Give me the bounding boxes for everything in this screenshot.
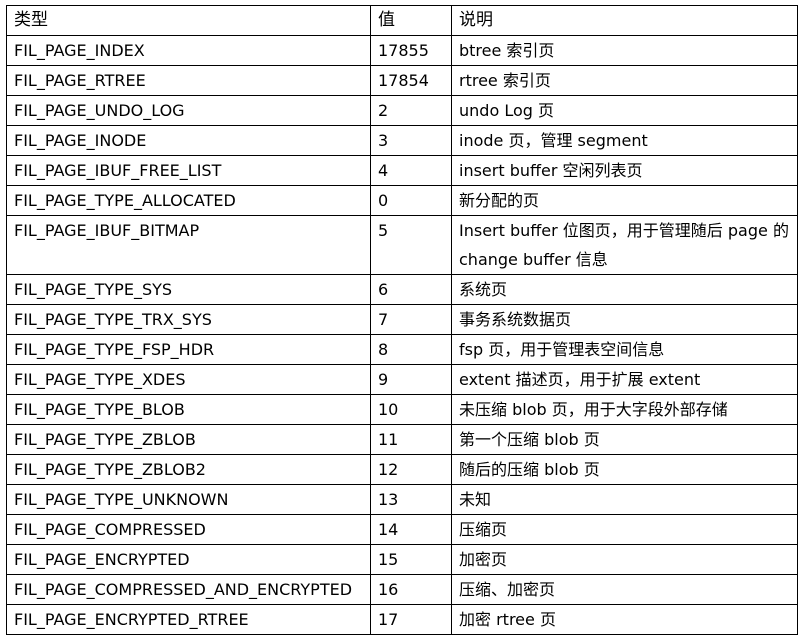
cell-type: FIL_PAGE_IBUF_BITMAP xyxy=(6,215,371,275)
cell-value: 6 xyxy=(370,274,452,305)
cell-type: FIL_PAGE_ENCRYPTED xyxy=(6,544,371,575)
table-header-row: 类型 值 说明 xyxy=(6,5,798,36)
table-row: FIL_PAGE_RTREE 17854 rtree 索引页 xyxy=(6,65,798,96)
cell-description: 事务系统数据页 xyxy=(451,304,798,335)
header-type: 类型 xyxy=(6,5,371,36)
cell-description: 随后的压缩 blob 页 xyxy=(451,454,798,485)
table-row: FIL_PAGE_INDEX 17855 btree 索引页 xyxy=(6,35,798,66)
cell-description: inode 页，管理 segment xyxy=(451,125,798,156)
cell-type: FIL_PAGE_TYPE_BLOB xyxy=(6,394,371,425)
table-row: FIL_PAGE_TYPE_FSP_HDR 8 fsp 页，用于管理表空间信息 xyxy=(6,334,798,365)
cell-type: FIL_PAGE_TYPE_UNKNOWN xyxy=(6,484,371,515)
cell-type: FIL_PAGE_TYPE_FSP_HDR xyxy=(6,334,371,365)
cell-type: FIL_PAGE_TYPE_ZBLOB2 xyxy=(6,454,371,485)
table-row: FIL_PAGE_TYPE_XDES 9 extent 描述页，用于扩展 ext… xyxy=(6,364,798,395)
cell-description: 未知 xyxy=(451,484,798,515)
cell-value: 13 xyxy=(370,484,452,515)
cell-type: FIL_PAGE_TYPE_ZBLOB xyxy=(6,424,371,455)
cell-value: 15 xyxy=(370,544,452,575)
cell-value: 0 xyxy=(370,185,452,216)
cell-value: 12 xyxy=(370,454,452,485)
cell-type: FIL_PAGE_INDEX xyxy=(6,35,371,66)
cell-description: btree 索引页 xyxy=(451,35,798,66)
cell-description: 系统页 xyxy=(451,274,798,305)
cell-type: FIL_PAGE_RTREE xyxy=(6,65,371,96)
table-row: FIL_PAGE_ENCRYPTED 15 加密页 xyxy=(6,544,798,575)
cell-description: 压缩页 xyxy=(451,514,798,545)
page-type-table: 类型 值 说明 FIL_PAGE_INDEX 17855 btree 索引页 F… xyxy=(6,5,798,635)
cell-value: 4 xyxy=(370,155,452,186)
cell-description: 新分配的页 xyxy=(451,185,798,216)
cell-type: FIL_PAGE_TYPE_ALLOCATED xyxy=(6,185,371,216)
cell-value: 3 xyxy=(370,125,452,156)
table-row: FIL_PAGE_TYPE_UNKNOWN 13 未知 xyxy=(6,484,798,515)
cell-type: FIL_PAGE_TYPE_TRX_SYS xyxy=(6,304,371,335)
table-row: FIL_PAGE_IBUF_BITMAP 5 Insert buffer 位图页… xyxy=(6,215,798,275)
cell-value: 17854 xyxy=(370,65,452,96)
cell-value: 17855 xyxy=(370,35,452,66)
cell-value: 10 xyxy=(370,394,452,425)
cell-type: FIL_PAGE_INODE xyxy=(6,125,371,156)
cell-value: 16 xyxy=(370,574,452,605)
cell-value: 11 xyxy=(370,424,452,455)
table-row: FIL_PAGE_TYPE_ZBLOB 11 第一个压缩 blob 页 xyxy=(6,424,798,455)
cell-description: 加密页 xyxy=(451,544,798,575)
cell-description: insert buffer 空闲列表页 xyxy=(451,155,798,186)
table-row: FIL_PAGE_TYPE_ALLOCATED 0 新分配的页 xyxy=(6,185,798,216)
cell-description: undo Log 页 xyxy=(451,95,798,126)
cell-description: 加密 rtree 页 xyxy=(451,604,798,635)
header-description: 说明 xyxy=(451,5,798,36)
table-row: FIL_PAGE_COMPRESSED_AND_ENCRYPTED 16 压缩、… xyxy=(6,574,798,605)
cell-value: 8 xyxy=(370,334,452,365)
cell-description: Insert buffer 位图页，用于管理随后 page 的 change b… xyxy=(451,215,798,275)
cell-value: 17 xyxy=(370,604,452,635)
cell-value: 2 xyxy=(370,95,452,126)
header-value: 值 xyxy=(370,5,452,36)
cell-type: FIL_PAGE_ENCRYPTED_RTREE xyxy=(6,604,371,635)
table-row: FIL_PAGE_TYPE_TRX_SYS 7 事务系统数据页 xyxy=(6,304,798,335)
cell-value: 7 xyxy=(370,304,452,335)
cell-value: 14 xyxy=(370,514,452,545)
cell-description: rtree 索引页 xyxy=(451,65,798,96)
cell-description: 第一个压缩 blob 页 xyxy=(451,424,798,455)
table-row: FIL_PAGE_TYPE_ZBLOB2 12 随后的压缩 blob 页 xyxy=(6,454,798,485)
cell-description: 未压缩 blob 页，用于大字段外部存储 xyxy=(451,394,798,425)
cell-value: 5 xyxy=(370,215,452,275)
cell-description: extent 描述页，用于扩展 extent xyxy=(451,364,798,395)
cell-type: FIL_PAGE_COMPRESSED xyxy=(6,514,371,545)
table-row: FIL_PAGE_COMPRESSED 14 压缩页 xyxy=(6,514,798,545)
cell-description: fsp 页，用于管理表空间信息 xyxy=(451,334,798,365)
cell-type: FIL_PAGE_IBUF_FREE_LIST xyxy=(6,155,371,186)
cell-type: FIL_PAGE_UNDO_LOG xyxy=(6,95,371,126)
cell-value: 9 xyxy=(370,364,452,395)
cell-type: FIL_PAGE_TYPE_SYS xyxy=(6,274,371,305)
table-row: FIL_PAGE_TYPE_SYS 6 系统页 xyxy=(6,274,798,305)
table-row: FIL_PAGE_INODE 3 inode 页，管理 segment xyxy=(6,125,798,156)
cell-type: FIL_PAGE_COMPRESSED_AND_ENCRYPTED xyxy=(6,574,371,605)
table-row: FIL_PAGE_IBUF_FREE_LIST 4 insert buffer … xyxy=(6,155,798,186)
cell-description: 压缩、加密页 xyxy=(451,574,798,605)
cell-type: FIL_PAGE_TYPE_XDES xyxy=(6,364,371,395)
table-row: FIL_PAGE_UNDO_LOG 2 undo Log 页 xyxy=(6,95,798,126)
table-row: FIL_PAGE_TYPE_BLOB 10 未压缩 blob 页，用于大字段外部… xyxy=(6,394,798,425)
table-row: FIL_PAGE_ENCRYPTED_RTREE 17 加密 rtree 页 xyxy=(6,604,798,635)
